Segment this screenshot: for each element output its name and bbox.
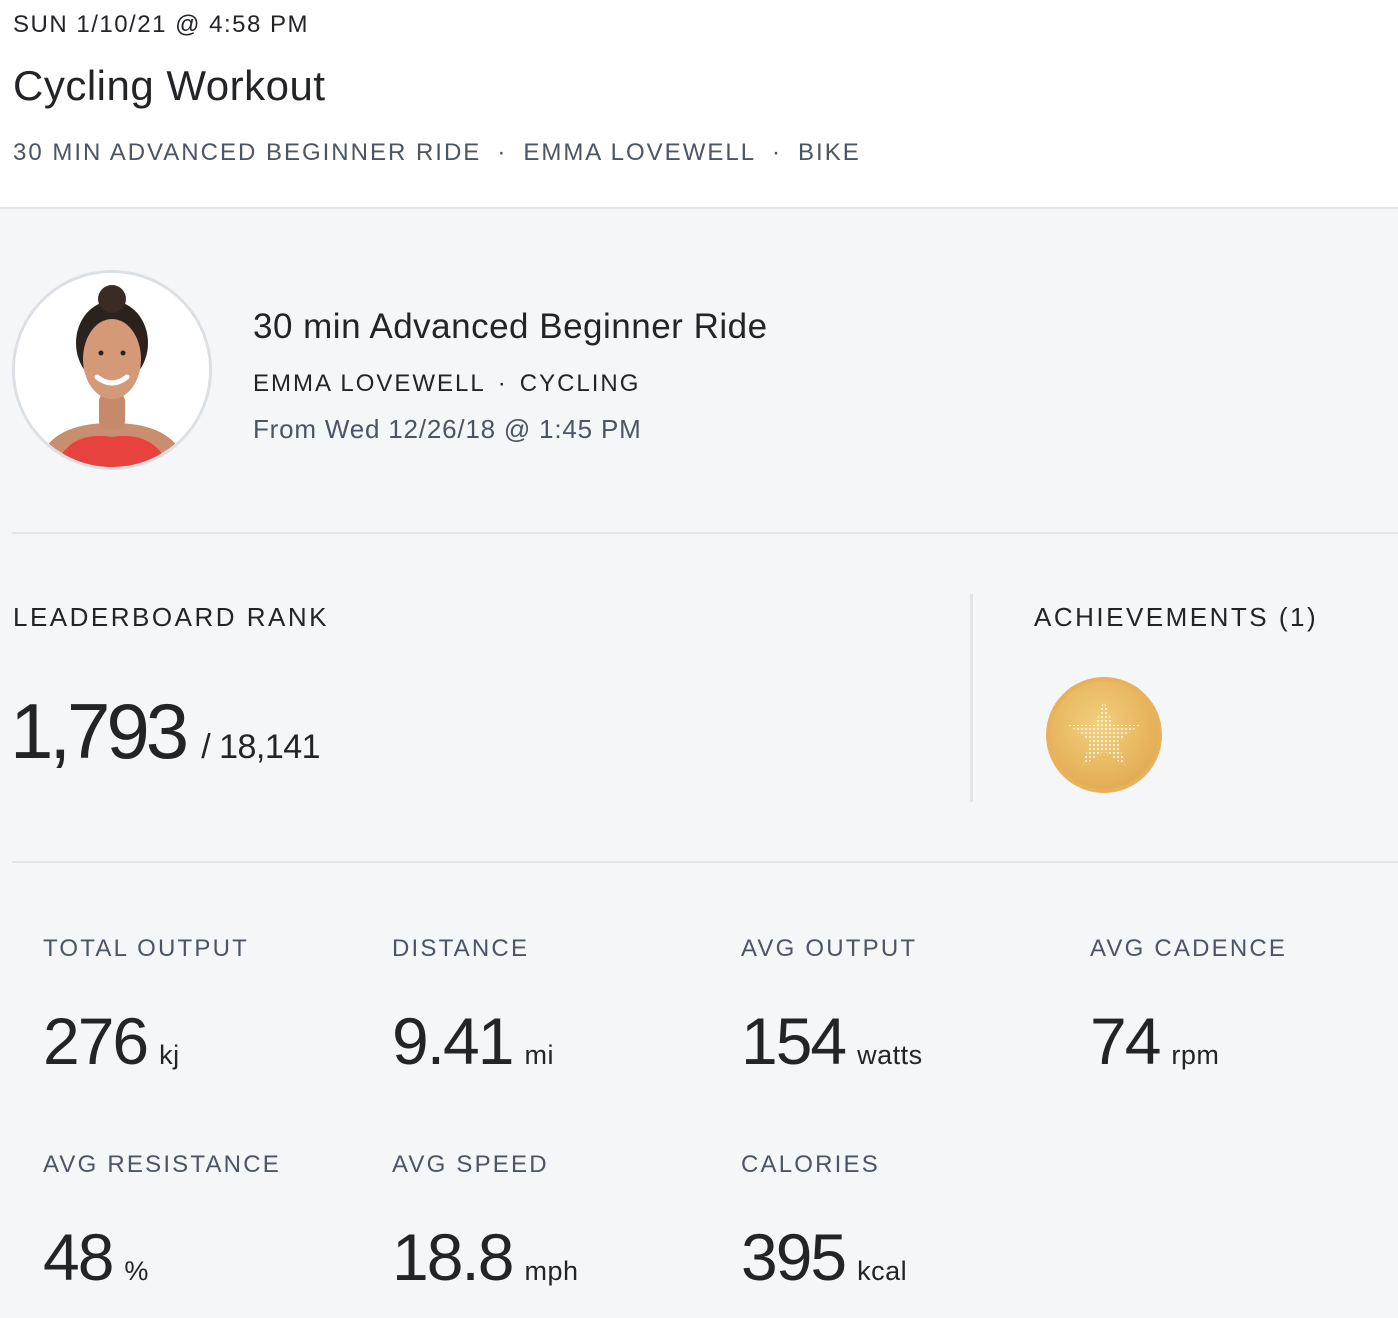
vertical-divider [970,594,973,802]
stat-total-output: TOTAL OUTPUT 276 kj [43,935,373,1079]
stat-label: TOTAL OUTPUT [43,935,249,962]
separator: · [497,370,508,397]
stat-value: 18.8 [392,1220,514,1294]
stat-unit: rpm [1171,1040,1220,1070]
stat-unit: watts [857,1040,923,1070]
stat-avg-resistance: AVG RESISTANCE 48% [43,1151,373,1295]
class-name-tag: 30 MIN ADVANCED BEGINNER RIDE [13,139,482,166]
stat-avg-cadence: AVG CADENCE 74 rpm [1090,935,1398,1079]
stat-value: 9.41 [392,1004,514,1078]
class-title[interactable]: 30 min Advanced Beginner Ride [253,307,768,346]
instructor-tag[interactable]: EMMA LOVEWELL [523,139,757,166]
stat-value: 276 [43,1004,149,1078]
workout-header: SUN 1/10/21 @ 4:58 PM Cycling Workout 30… [0,0,1398,209]
stat-value: 395 [741,1220,847,1294]
star-medal-icon[interactable] [1044,675,1164,795]
stat-label: AVG RESISTANCE [43,1151,281,1178]
stat-unit: kcal [857,1256,908,1286]
stat-unit: mph [524,1256,579,1286]
stat-unit: % [124,1256,149,1286]
stat-label: AVG CADENCE [1090,935,1288,962]
stat-unit: kj [159,1040,180,1070]
separator: · [772,139,783,166]
stat-value: 48 [43,1220,114,1294]
stat-calories: CALORIES 395 kcal [741,1151,1071,1295]
rank-total: / 18,141 [201,728,321,766]
rank-value: 1,793 [10,687,189,775]
stat-label: AVG SPEED [392,1151,549,1178]
section-divider [12,861,1398,863]
class-info-card[interactable]: 30 min Advanced Beginner Ride EMMA LOVEW… [0,209,1398,534]
instructor-portrait-icon [15,273,209,467]
stat-unit: mi [524,1040,554,1070]
device-tag: BIKE [798,139,861,166]
leaderboard-rank[interactable]: 1,793 / 18,141 [10,686,321,777]
stat-label: AVG OUTPUT [741,935,918,962]
stat-distance: DISTANCE 9.41 mi [392,935,722,1079]
achievements-label: ACHIEVEMENTS (1) [1034,602,1319,632]
class-instructor[interactable]: EMMA LOVEWELL [253,370,486,397]
page-title: Cycling Workout [13,62,326,109]
class-original-date: From Wed 12/26/18 @ 1:45 PM [253,414,642,444]
workout-date: SUN 1/10/21 @ 4:58 PM [13,11,309,38]
stat-value: 74 [1090,1004,1161,1078]
stat-label: CALORIES [741,1151,880,1178]
stat-label: DISTANCE [392,935,530,962]
stat-value: 154 [741,1004,847,1078]
instructor-avatar [12,270,212,470]
workout-meta: 30 MIN ADVANCED BEGINNER RIDE · EMMA LOV… [13,139,861,167]
class-discipline: CYCLING [519,370,641,397]
stat-avg-output: AVG OUTPUT 154 watts [741,935,1071,1079]
class-meta: EMMA LOVEWELL · CYCLING [253,370,640,398]
stat-avg-speed: AVG SPEED 18.8 mph [392,1151,722,1295]
section-divider [12,532,1398,534]
separator: · [497,139,508,166]
leaderboard-label: LEADERBOARD RANK [13,602,329,632]
